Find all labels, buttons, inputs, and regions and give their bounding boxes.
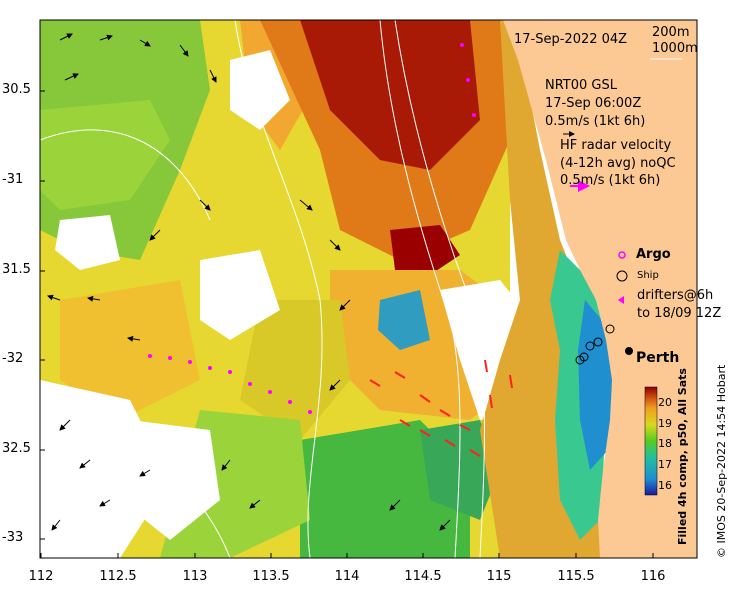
x-tick-label: 112 <box>28 569 54 584</box>
y-tick-label: 31.5 <box>2 262 31 277</box>
model-label-line: NRT00 GSL <box>545 78 617 93</box>
plot-frame <box>39 19 698 559</box>
date-label: 17-Sep-2022 04Z <box>514 32 628 47</box>
y-tick-label: 30.5 <box>2 82 31 97</box>
colorbar-tick: 18 <box>658 437 672 450</box>
colorbar-title: Filled 4h comp, p50, All Sats <box>676 368 689 545</box>
ship-label: Ship <box>637 270 659 281</box>
drifters <box>575 324 615 365</box>
x-tick-label: 115 <box>486 569 512 584</box>
perth-marker <box>625 347 633 355</box>
colorbar-tick: 20 <box>658 396 672 409</box>
y-tick-label: -32 <box>2 351 24 366</box>
y-tick-label: 32.5 <box>2 441 31 456</box>
x-tick-label: 116 <box>640 569 666 584</box>
radar-label-line: 0.5m/s (1kt 6h) <box>560 173 661 188</box>
y-tick-label: -33 <box>2 530 24 545</box>
drifter-legend-icon <box>618 296 624 304</box>
radar-label-line: HF radar velocity <box>560 138 672 153</box>
x-tick-label: 114.5 <box>404 569 442 584</box>
current-vectors <box>47 33 451 531</box>
radar-label-line: (4-12h avg) noQC <box>560 156 676 171</box>
colorbar-tick: 19 <box>658 417 672 430</box>
argo-label: Argo <box>636 247 671 262</box>
model-label-line: 17-Sep 06:00Z <box>545 96 642 111</box>
argo-track <box>148 43 476 414</box>
argo-legend-icon <box>618 251 626 259</box>
x-tick-label: 112.5 <box>99 569 137 584</box>
colorbar-tick: 17 <box>658 458 672 471</box>
isobath-lines <box>39 19 485 559</box>
hf-radar-vectors <box>369 359 513 457</box>
credit-label: © IMOS 20-Sep-2022 14:54 Hobart <box>715 364 728 558</box>
colorbar <box>644 386 658 496</box>
drifters-label-line: drifters@6h <box>637 288 714 303</box>
x-tick-label: 115.5 <box>557 569 595 584</box>
city-label-perth: Perth <box>636 350 680 366</box>
drifters-label-line: to 18/09 12Z <box>637 306 722 321</box>
x-tick-label: 113.5 <box>252 569 290 584</box>
isobath-label-1000m: 1000m <box>652 41 698 56</box>
axis-ticks <box>40 90 654 558</box>
y-tick-label: -31 <box>2 172 24 187</box>
colorbar-tick: 16 <box>658 479 672 492</box>
model-label-line: 0.5m/s (1kt 6h) <box>545 114 646 129</box>
x-tick-label: 113 <box>182 569 208 584</box>
ship-legend-icon <box>616 270 628 282</box>
isobath-label-200m: 200m <box>652 25 690 40</box>
x-tick-label: 114 <box>334 569 360 584</box>
